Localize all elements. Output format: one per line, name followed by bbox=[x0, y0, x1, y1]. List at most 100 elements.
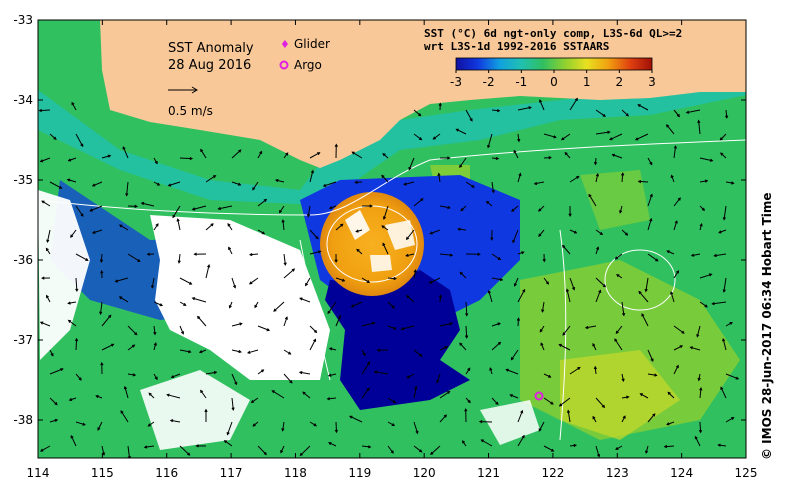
current-arrow-head bbox=[447, 205, 451, 210]
current-arrow-head bbox=[548, 156, 552, 160]
current-arrow bbox=[200, 390, 207, 399]
current-arrow-head bbox=[228, 305, 232, 309]
current-arrow-head bbox=[254, 304, 258, 309]
current-arrow-head bbox=[713, 253, 717, 258]
current-arrow-head bbox=[390, 450, 394, 454]
current-arrow bbox=[720, 387, 727, 399]
current-arrow-head bbox=[334, 429, 339, 434]
current-arrow-head bbox=[107, 154, 112, 158]
current-arrow-head bbox=[510, 357, 514, 361]
current-arrow bbox=[283, 152, 289, 159]
current-arrow bbox=[569, 367, 581, 375]
current-arrow bbox=[725, 417, 734, 423]
current-arrow-head bbox=[110, 343, 115, 347]
current-arrow-head bbox=[155, 223, 159, 227]
current-arrow bbox=[251, 397, 259, 403]
current-arrow bbox=[257, 445, 267, 455]
current-arrow-head bbox=[143, 445, 148, 449]
current-arrow bbox=[413, 386, 417, 399]
current-arrow bbox=[609, 133, 623, 141]
argo-float-marker bbox=[534, 391, 544, 401]
current-arrow-head bbox=[275, 178, 279, 183]
lon-tick-label: 119 bbox=[348, 466, 371, 480]
current-arrow-head bbox=[250, 399, 255, 404]
current-arrow-head bbox=[420, 198, 424, 202]
current-arrow-head bbox=[696, 334, 700, 338]
current-arrow bbox=[406, 253, 415, 257]
contour-line-1 bbox=[39, 139, 746, 216]
current-arrow-head bbox=[593, 161, 598, 166]
current-arrow bbox=[275, 179, 285, 183]
current-arrow-head bbox=[125, 193, 129, 197]
current-arrow bbox=[49, 349, 54, 356]
current-arrow-head bbox=[462, 440, 466, 444]
current-arrow-head bbox=[289, 380, 293, 384]
current-arrow bbox=[638, 291, 649, 303]
current-arrow-head bbox=[367, 445, 372, 449]
current-arrow-head bbox=[517, 138, 521, 143]
current-arrow bbox=[673, 109, 680, 117]
current-arrow-head bbox=[637, 179, 642, 184]
current-arrow bbox=[218, 205, 233, 210]
current-arrow-head bbox=[731, 181, 735, 185]
current-arrow-head bbox=[148, 392, 152, 396]
current-arrow bbox=[100, 301, 103, 315]
no-data-south bbox=[480, 400, 540, 445]
current-arrow-head bbox=[317, 250, 322, 254]
current-arrow bbox=[352, 151, 363, 159]
current-arrow bbox=[647, 349, 654, 362]
current-arrow bbox=[718, 229, 727, 234]
current-arrow-head bbox=[490, 237, 494, 241]
current-arrow bbox=[645, 445, 649, 454]
lat-tick-label: -38 bbox=[13, 413, 33, 427]
current-arrow-head bbox=[406, 294, 410, 299]
current-arrow bbox=[621, 415, 626, 423]
current-arrow bbox=[491, 397, 499, 405]
current-arrow bbox=[561, 133, 571, 141]
current-arrow bbox=[725, 322, 733, 327]
current-arrow-head bbox=[460, 208, 464, 212]
current-arrow-head bbox=[53, 136, 57, 141]
current-arrow-head bbox=[67, 158, 72, 162]
lon-tick-label: 118 bbox=[284, 466, 307, 480]
east-contour bbox=[604, 249, 676, 311]
current-arrow-head bbox=[41, 200, 45, 204]
current-arrow bbox=[413, 349, 423, 357]
current-arrow bbox=[361, 277, 370, 283]
current-arrow bbox=[309, 229, 319, 239]
current-arrow bbox=[486, 201, 493, 207]
current-arrow bbox=[361, 445, 371, 448]
current-arrow bbox=[465, 181, 475, 188]
current-arrow bbox=[257, 325, 270, 331]
current-arrow-head bbox=[539, 99, 543, 103]
current-arrow bbox=[168, 181, 181, 187]
current-arrow bbox=[273, 301, 285, 312]
current-arrow bbox=[725, 109, 728, 118]
current-arrow-head bbox=[127, 456, 131, 458]
current-arrow bbox=[120, 410, 129, 423]
current-arrow bbox=[615, 445, 623, 450]
current-arrow-head bbox=[722, 217, 727, 221]
current-arrow-head bbox=[443, 414, 448, 418]
colorbar-tick-label: -2 bbox=[483, 75, 495, 89]
lon-tick-label: 117 bbox=[220, 466, 243, 480]
current-arrow bbox=[664, 445, 675, 448]
current-arrow-head bbox=[381, 174, 385, 179]
current-arrow-head bbox=[159, 303, 164, 307]
current-arrow-head bbox=[91, 183, 96, 187]
current-arrow-head bbox=[80, 143, 84, 148]
current-arrow-head bbox=[593, 365, 598, 370]
current-arrow bbox=[257, 369, 264, 375]
current-arrow-head bbox=[654, 373, 658, 377]
current-arrow-head bbox=[259, 150, 263, 154]
current-arrow-head bbox=[573, 443, 578, 448]
current-arrow bbox=[595, 109, 606, 117]
current-arrow bbox=[231, 323, 242, 327]
current-arrow-head bbox=[722, 337, 726, 342]
current-arrow-head bbox=[349, 415, 353, 419]
current-arrow bbox=[517, 410, 523, 423]
current-arrow-head bbox=[449, 322, 454, 326]
credit-text: © IMOS 28-Jun-2017 06:34 Hobart Time bbox=[760, 192, 774, 460]
current-arrow-head bbox=[74, 337, 79, 342]
